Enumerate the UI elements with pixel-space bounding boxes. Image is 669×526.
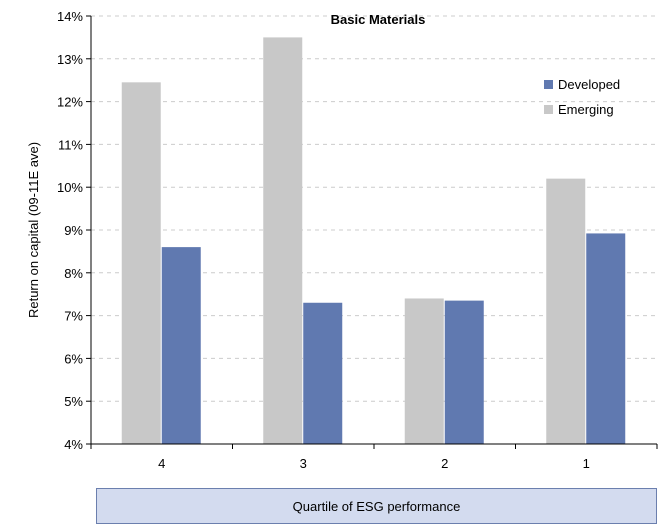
legend-label-developed: Developed	[558, 77, 620, 92]
x-tick-label: 2	[441, 456, 448, 471]
legend-swatch-developed	[544, 80, 553, 89]
bar-emerging-4	[121, 82, 161, 444]
gridlines	[91, 15, 657, 402]
y-tick-label: 13%	[57, 52, 83, 67]
bar-developed-1	[586, 233, 626, 444]
y-tick-label: 7%	[64, 309, 83, 324]
y-tick-label: 8%	[64, 266, 83, 281]
y-tick-label: 12%	[57, 95, 83, 110]
y-tick-label: 6%	[64, 351, 83, 366]
bar-emerging-2	[404, 298, 444, 444]
bar-emerging-1	[546, 178, 586, 444]
y-tick-label: 4%	[64, 437, 83, 452]
x-axis-label: Quartile of ESG performance	[292, 498, 461, 514]
y-tick-label: 5%	[64, 394, 83, 409]
legend: Developed Emerging	[544, 77, 620, 117]
y-tick-label: 9%	[64, 223, 83, 238]
x-tick-label: 4	[158, 456, 165, 471]
x-tick-label: 3	[300, 456, 307, 471]
axes	[86, 15, 658, 449]
x-tick-label: 1	[583, 456, 590, 471]
y-tick-label: 10%	[57, 180, 83, 195]
bar-developed-3	[303, 302, 343, 444]
legend-swatch-emerging	[544, 105, 553, 114]
chart-title: Basic Materials	[331, 12, 426, 27]
bars	[121, 37, 626, 445]
x-tick-labels: 4 3 2 1	[158, 456, 590, 471]
bar-developed-4	[161, 247, 201, 444]
y-tick-labels: 4% 5% 6% 7% 8% 9% 10% 11% 12% 13% 14%	[57, 9, 83, 452]
bar-developed-2	[444, 300, 484, 444]
legend-label-emerging: Emerging	[558, 102, 614, 117]
y-axis-label: Return on capital (09-11E ave)	[26, 142, 41, 318]
x-axis-title-box: Quartile of ESG performance	[96, 488, 657, 524]
bar-emerging-3	[263, 37, 303, 445]
y-tick-label: 14%	[57, 9, 83, 24]
y-tick-label: 11%	[58, 137, 83, 152]
